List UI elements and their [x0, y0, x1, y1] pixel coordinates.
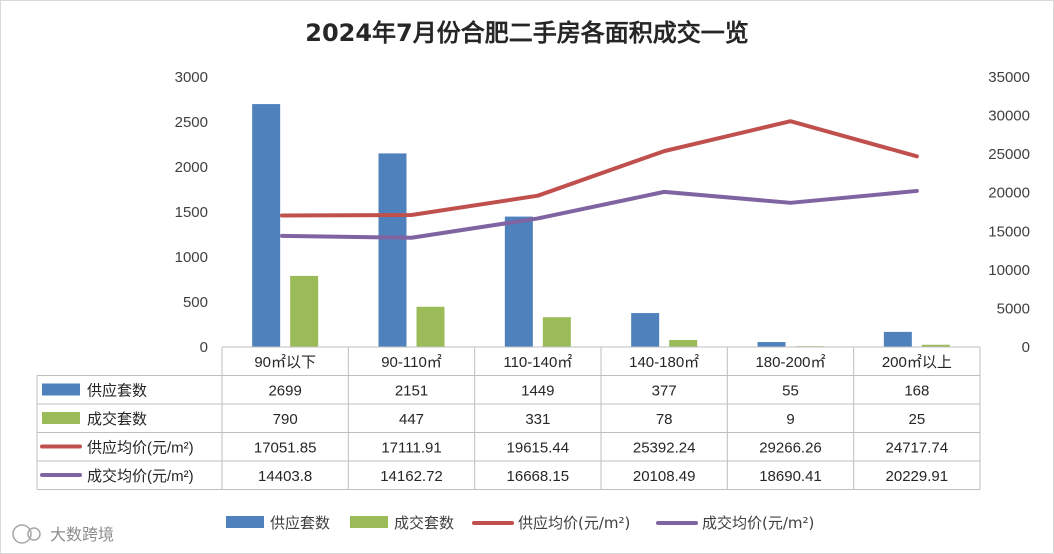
bar-deal [921, 344, 950, 347]
bars [252, 104, 950, 347]
category-label: 140-180㎡ [629, 354, 699, 371]
legend-label: 成交均价(元/m²) [702, 514, 814, 532]
series-name: 成交均价(元/m²) [87, 467, 194, 485]
table-cell: 377 [652, 383, 677, 400]
data-table: 90㎡以下 90-110㎡ 110-140㎡ 140-180㎡ 180-200㎡ 200㎡… [36, 346, 981, 490]
series-name: 供应套数 [87, 382, 147, 400]
table-cell: 790 [273, 411, 298, 428]
table-cell: 18690.41 [759, 468, 822, 485]
table-cell: 14162.72 [380, 468, 443, 485]
category-label: 200㎡以上 [882, 354, 952, 371]
category-label: 90㎡以下 [254, 354, 316, 371]
table-cell: 20108.49 [633, 468, 696, 485]
table-cell: 2151 [395, 383, 428, 400]
table-cell: 29266.26 [759, 440, 822, 457]
watermark: 大数跨境 [12, 524, 114, 544]
table-cell: 24717.74 [886, 440, 949, 457]
category-label: 110-140㎡ [503, 354, 572, 371]
legend-label: 成交套数 [394, 514, 454, 532]
left-tick-label: 1000 [175, 249, 208, 266]
watermark-label: 大数跨境 [50, 525, 114, 544]
table-cell: 20229.91 [886, 468, 949, 485]
series-name: 成交套数 [87, 410, 147, 428]
legend-key [350, 516, 388, 528]
bar-deal [290, 275, 319, 347]
table-cell: 25 [908, 411, 925, 428]
legend: 供应套数 成交套数 供应均价(元/m²) 成交均价(元/m²) [226, 514, 814, 532]
bar-supply [631, 313, 660, 347]
legend-key [226, 516, 264, 528]
table-cell: 14403.8 [258, 468, 312, 485]
legend-label: 供应套数 [270, 514, 330, 532]
table-cell: 9 [786, 411, 794, 428]
series-line [280, 188, 919, 240]
bar-supply [757, 342, 786, 347]
left-tick-label: 1500 [175, 204, 208, 221]
table-cell: 331 [525, 411, 550, 428]
table-cell: 168 [904, 383, 929, 400]
right-tick-label: 15000 [988, 223, 1030, 240]
lines [280, 119, 919, 240]
right-axis: 0 5000 10000 15000 20000 25000 30000 35000 [988, 69, 1030, 356]
series-name: 供应均价(元/m²) [87, 439, 194, 457]
right-tick-label: 10000 [988, 262, 1030, 279]
table-cell: 16668.15 [507, 468, 570, 485]
table-cell: 17111.91 [381, 440, 441, 457]
chart-title: 2024年7月份合肥二手房各面积成交一览 [305, 19, 749, 47]
category-label: 90-110㎡ [381, 354, 442, 371]
left-tick-label: 3000 [175, 69, 208, 86]
logo-icon [12, 524, 41, 544]
table-cell: 447 [399, 411, 424, 428]
table-cell: 2699 [268, 383, 301, 400]
left-tick-label: 500 [183, 294, 208, 311]
table-cell: 55 [782, 383, 799, 400]
series-key [42, 412, 80, 424]
table-cell: 17051.85 [254, 440, 317, 457]
bar-deal [542, 317, 571, 347]
table-cell: 1449 [521, 383, 554, 400]
category-label: 180-200㎡ [755, 354, 825, 371]
left-axis: 0 500 1000 1500 2000 2500 3000 [175, 69, 208, 356]
left-tick-label: 2000 [175, 159, 208, 176]
right-tick-label: 0 [1022, 339, 1030, 356]
right-tick-label: 35000 [988, 69, 1030, 86]
bar-supply [883, 331, 912, 347]
bar-deal [416, 306, 445, 347]
bar-supply [504, 216, 533, 347]
bar-supply [252, 104, 281, 347]
table-cell: 78 [656, 411, 673, 428]
table-cell: 25392.24 [633, 440, 696, 457]
left-tick-label: 0 [200, 339, 208, 356]
series-key [42, 383, 80, 396]
legend-label: 供应均价(元/m²) [518, 514, 630, 532]
bar-deal [669, 339, 698, 347]
right-tick-label: 30000 [988, 108, 1030, 125]
right-tick-label: 25000 [988, 146, 1030, 163]
right-tick-label: 20000 [988, 185, 1030, 202]
right-tick-label: 5000 [997, 300, 1030, 317]
left-tick-label: 2500 [175, 114, 208, 131]
series-line [280, 119, 919, 218]
table-cell: 19615.44 [507, 440, 570, 457]
bar-supply [378, 153, 407, 347]
